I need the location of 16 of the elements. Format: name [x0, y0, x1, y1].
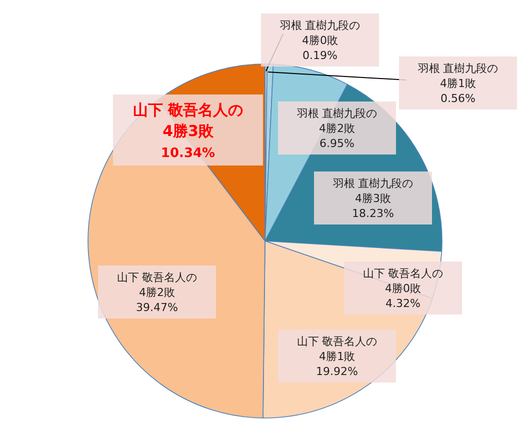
data-label: 0.56%: [440, 92, 476, 106]
data-label: 10.34%: [160, 146, 216, 161]
data-label: 18.23%: [352, 207, 394, 220]
slice-label: 山下 敬吾名人の 4勝2敗: [116, 271, 198, 300]
slice-label: 羽根 直樹九段の 4勝2敗: [296, 107, 378, 136]
data-label: 4.32%: [386, 297, 420, 310]
slice-label: 羽根 直樹九段の 4勝0敗: [280, 19, 360, 48]
slice-label: 山下 敬吾名人の 4勝1敗: [296, 335, 378, 364]
data-label: 6.95%: [320, 137, 354, 150]
slice-label: 羽根 直樹九段の 4勝1敗: [418, 62, 498, 90]
slice-label: 山下 敬吾名人の 4勝0敗: [362, 267, 444, 296]
data-label: 19.92%: [316, 365, 358, 378]
data-label: 39.47%: [136, 301, 178, 314]
data-label: 0.19%: [302, 49, 338, 62]
slice-label: 羽根 直樹九段の 4勝3敗: [332, 177, 414, 206]
slice-label: 山下 敬吾名人の 4勝3敗: [132, 100, 244, 140]
